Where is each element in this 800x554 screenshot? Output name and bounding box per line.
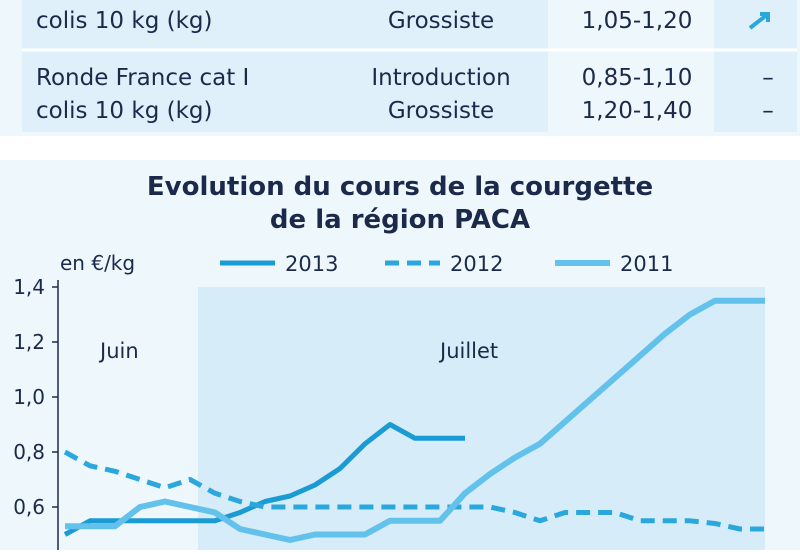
legend-label: 2011 bbox=[620, 252, 673, 276]
table-cell: 0,85-1,10 bbox=[582, 65, 693, 91]
table-cell: – bbox=[762, 98, 774, 124]
trend-arrow bbox=[748, 12, 770, 30]
line-series bbox=[63, 422, 465, 537]
separator bbox=[0, 136, 800, 160]
y-tick-label: 1,4 bbox=[13, 275, 45, 299]
table-cell: 1,05-1,20 bbox=[582, 8, 693, 34]
annotation: Juin bbox=[98, 339, 139, 363]
y-axis-label: en €/kg bbox=[60, 251, 135, 275]
line-series bbox=[65, 297, 765, 543]
y-tick-label: 0,8 bbox=[13, 440, 45, 464]
july-shade bbox=[198, 287, 765, 550]
table-cell: Ronde France cat I bbox=[36, 65, 249, 91]
table-cell: – bbox=[762, 65, 774, 91]
table-cell: colis 10 kg (kg) bbox=[36, 8, 212, 34]
table-cell: Grossiste bbox=[388, 8, 494, 34]
annotation: Juillet bbox=[438, 339, 498, 363]
table-cell: Introduction bbox=[371, 65, 510, 91]
legend-label: 2013 bbox=[285, 252, 338, 276]
table-cell: Grossiste bbox=[388, 98, 494, 124]
table-cell: 1,20-1,40 bbox=[582, 98, 693, 124]
chart-title: Evolution du cours de la courgette bbox=[147, 172, 653, 202]
chart-title: de la région PACA bbox=[270, 205, 530, 235]
price-column bbox=[548, 0, 714, 132]
line-series bbox=[63, 449, 765, 532]
y-tick-label: 1,2 bbox=[13, 330, 45, 354]
legend-label: 2012 bbox=[450, 252, 503, 276]
table-cell: colis 10 kg (kg) bbox=[36, 98, 212, 124]
y-tick-label: 0,6 bbox=[13, 495, 45, 519]
y-tick-label: 1,0 bbox=[13, 385, 45, 409]
